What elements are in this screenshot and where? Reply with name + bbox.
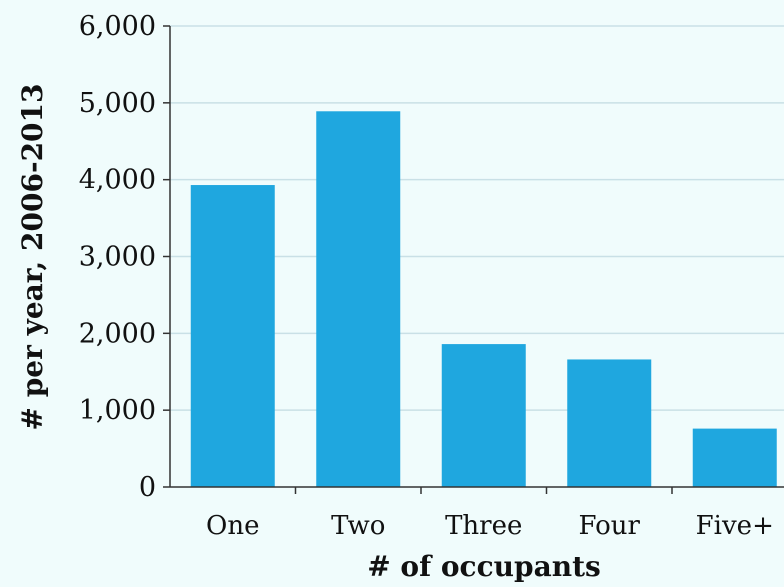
axes <box>163 25 784 494</box>
bar-three <box>441 344 526 487</box>
x-tick-label: Five+ <box>696 511 774 541</box>
y-tick-label: 1,000 <box>79 395 156 426</box>
y-tick-labels: 0 1,000 2,000 3,000 4,000 5,000 6,000 <box>79 11 156 503</box>
x-axis-title: # of occupants <box>367 550 601 583</box>
bar-four <box>567 359 652 487</box>
x-tick-label: Three <box>445 511 522 541</box>
y-tick-label: 0 <box>139 472 156 503</box>
x-tick-label: One <box>206 511 259 541</box>
bar-two <box>316 111 401 487</box>
y-tick-label: 4,000 <box>79 165 156 196</box>
bars <box>190 111 777 488</box>
x-tick-label: Four <box>579 511 641 541</box>
y-tick-label: 2,000 <box>79 318 156 349</box>
y-tick-label: 5,000 <box>79 88 156 119</box>
bar-five <box>692 428 777 487</box>
x-tick-labels: One Two Three Four Five+ <box>206 511 774 541</box>
x-tick-label: Two <box>331 511 385 541</box>
y-axis-title: # per year, 2006-2013 <box>16 83 49 430</box>
y-tick-label: 6,000 <box>79 11 156 42</box>
bar-one <box>190 185 275 488</box>
y-tick-label: 3,000 <box>79 242 156 273</box>
